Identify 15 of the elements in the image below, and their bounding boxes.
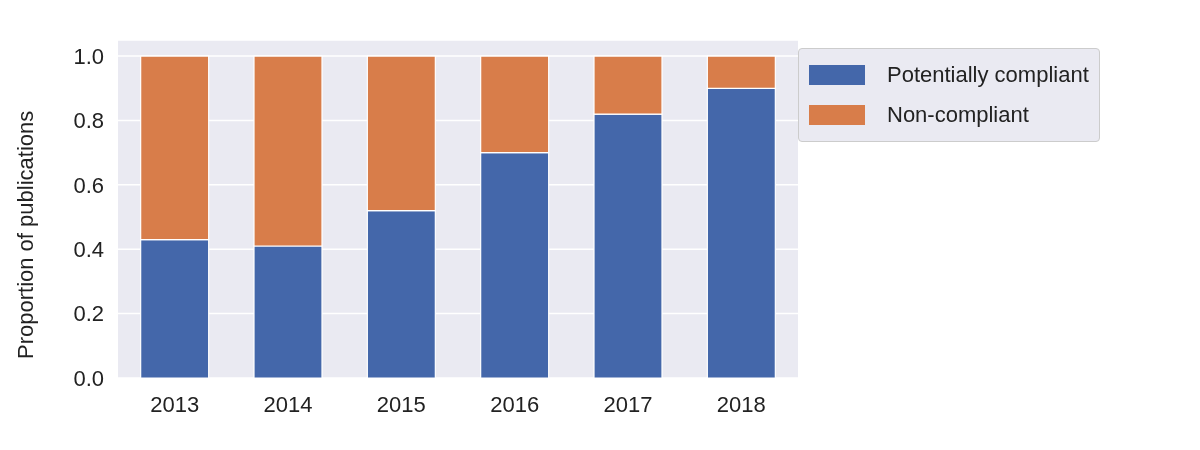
y-tick-label: 1.0 [73,43,104,69]
x-tick-label: 2013 [150,391,200,417]
y-tick-label: 0.8 [73,108,104,134]
y-tick-label: 0.4 [73,237,104,263]
x-tick-label: 2015 [376,391,426,417]
x-tick-label: 2017 [603,391,653,417]
legend-label: Potentially compliant [887,62,1089,88]
y-tick-label: 0.0 [73,365,104,391]
x-tick-label: 2016 [490,391,540,417]
y-axis-title: Proportion of publications [12,110,38,359]
x-tick-label: 2018 [716,391,766,417]
y-tick-label: 0.2 [73,301,104,327]
y-tick-label: 0.6 [73,172,104,198]
x-tick-label: 2014 [263,391,313,417]
legend-label: Non-compliant [887,102,1029,128]
